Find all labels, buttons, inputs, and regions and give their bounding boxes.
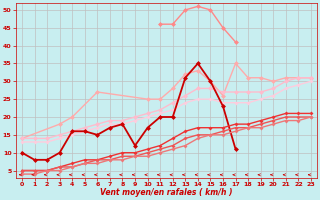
X-axis label: Vent moyen/en rafales ( km/h ): Vent moyen/en rafales ( km/h ) <box>100 188 233 197</box>
